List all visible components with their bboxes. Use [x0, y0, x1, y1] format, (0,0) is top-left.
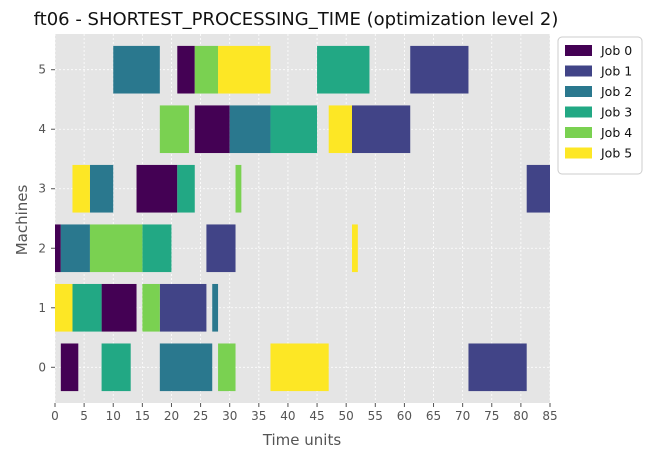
y-axis-ticks: 0 1 2 3 4 5: [38, 63, 55, 374]
task-bar-job-2: [60, 224, 90, 273]
legend-swatch: [565, 86, 592, 97]
legend-swatch: [565, 65, 592, 77]
legend-label: Job 3: [600, 105, 632, 120]
task-bar-job-4: [159, 105, 189, 154]
plot-background: [55, 34, 550, 403]
grid-lines: [54, 34, 551, 403]
x-tick-label: 10: [106, 409, 121, 423]
task-bar-job-2: [159, 343, 213, 392]
task-bar-job-1: [159, 283, 207, 332]
task-bars: [55, 45, 550, 392]
y-axis-label: Machines: [13, 185, 31, 256]
task-bar-job-3: [101, 343, 131, 392]
x-tick-label: 0: [51, 409, 59, 423]
task-bar-job-0: [136, 164, 178, 213]
x-tick-label: 30: [222, 409, 237, 423]
x-tick-label: 55: [368, 409, 383, 423]
x-axis-label: Time units: [262, 431, 342, 449]
x-tick-label: 60: [397, 409, 412, 423]
legend-swatch: [565, 147, 592, 159]
x-axis-ticks: 0 5 10 15 20 25 30 35 40 45 50 55 60 65 70 75 80 85: [51, 403, 558, 423]
task-bar-job-5: [352, 224, 358, 273]
x-tick-label: 50: [339, 409, 354, 423]
x-tick-label: 65: [426, 409, 441, 423]
task-bar-job-4: [194, 45, 219, 94]
legend-label: Job 5: [600, 146, 632, 161]
task-bar-job-0: [177, 45, 195, 94]
task-bar-job-2: [229, 105, 271, 154]
task-bar-job-3: [142, 224, 172, 273]
task-bar-job-0: [194, 105, 230, 154]
task-bar-job-3: [270, 105, 318, 154]
task-bar-job-2: [113, 45, 160, 94]
task-bar-job-3: [72, 283, 102, 332]
legend-swatch: [565, 127, 592, 138]
x-tick-label: 75: [484, 409, 499, 423]
task-bar-job-1: [468, 343, 527, 392]
task-bar-job-5: [72, 164, 90, 213]
x-tick-label: 25: [193, 409, 208, 423]
legend-swatch: [565, 106, 592, 118]
task-bar-job-3: [317, 45, 370, 94]
x-tick-label: 45: [309, 409, 324, 423]
legend-label: Job 1: [600, 64, 632, 79]
x-tick-label: 35: [251, 409, 266, 423]
x-tick-label: 15: [135, 409, 150, 423]
y-tick-label: 3: [38, 182, 46, 196]
task-bar-job-0: [60, 343, 79, 392]
task-bar-job-1: [410, 45, 469, 94]
y-tick-label: 0: [38, 360, 46, 374]
task-bar-job-3: [177, 164, 195, 213]
task-bar-job-1: [526, 164, 550, 213]
y-tick-label: 4: [38, 122, 46, 136]
task-bar-job-4: [235, 164, 242, 213]
task-bar-job-5: [328, 105, 352, 154]
task-bar-job-1: [206, 224, 236, 273]
legend-label: Job 0: [600, 43, 632, 58]
y-tick-label: 1: [38, 301, 46, 315]
y-tick-label: 5: [38, 63, 46, 77]
task-bar-job-5: [270, 343, 329, 392]
task-bar-job-5: [55, 283, 73, 332]
task-bar-job-5: [218, 45, 271, 94]
task-bar-job-0: [55, 224, 61, 273]
task-bar-job-4: [142, 283, 160, 332]
legend-swatch: [565, 45, 592, 56]
x-tick-label: 80: [513, 409, 528, 423]
task-bar-job-2: [212, 283, 219, 332]
task-bar-job-4: [218, 343, 236, 392]
x-tick-label: 70: [455, 409, 470, 423]
x-tick-label: 40: [280, 409, 295, 423]
legend-label: Job 2: [600, 84, 632, 99]
x-tick-label: 20: [164, 409, 179, 423]
task-bar-job-1: [352, 105, 411, 154]
task-bar-job-2: [89, 164, 114, 213]
legend-label: Job 4: [600, 125, 632, 140]
chart-title: ft06 - SHORTEST_PROCESSING_TIME (optimiz…: [34, 9, 559, 30]
x-tick-label: 85: [542, 409, 557, 423]
legend: Job 0 Job 1 Job 2 Job 3 Job 4 Job 5: [557, 36, 643, 175]
x-tick-label: 5: [80, 409, 88, 423]
task-bar-job-0: [101, 283, 137, 332]
y-tick-label: 2: [38, 241, 46, 255]
task-bar-job-4: [89, 224, 143, 273]
